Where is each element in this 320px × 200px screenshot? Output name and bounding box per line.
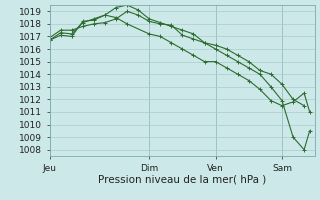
X-axis label: Pression niveau de la mer( hPa ): Pression niveau de la mer( hPa )	[98, 174, 267, 184]
